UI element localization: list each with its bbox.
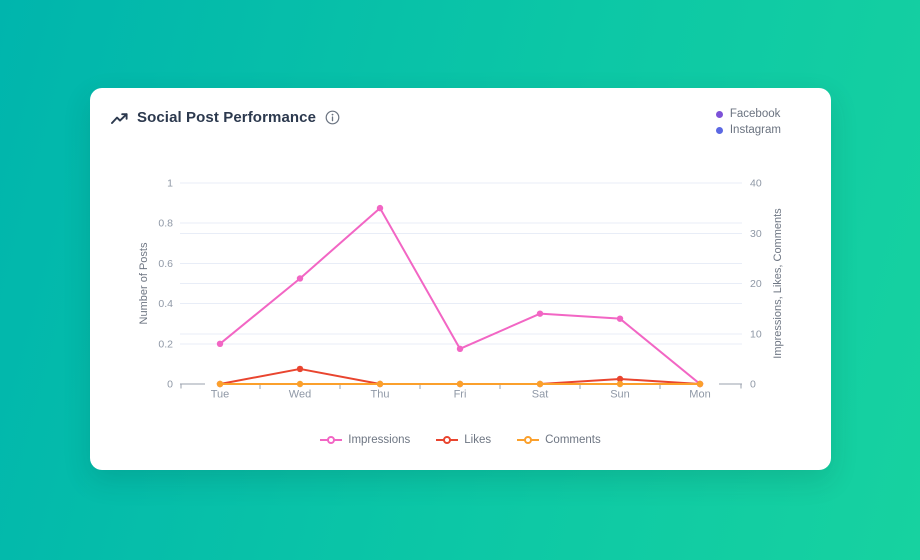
svg-text:0.8: 0.8 (158, 218, 173, 230)
legend-item-facebook[interactable]: Facebook (715, 108, 781, 120)
legend-item-likes[interactable]: Likes (436, 434, 491, 446)
svg-text:1: 1 (167, 178, 173, 190)
svg-text:0: 0 (750, 379, 756, 391)
facebook-dot-icon (715, 110, 723, 118)
svg-text:0.4: 0.4 (158, 298, 173, 310)
svg-text:40: 40 (750, 178, 762, 190)
svg-text:20: 20 (750, 278, 762, 290)
svg-text:Tue: Tue (211, 389, 230, 401)
series-legend: Impressions Likes Comments (90, 434, 831, 446)
legend-item-instagram[interactable]: Instagram (715, 124, 781, 136)
instagram-dot-icon (715, 126, 723, 134)
platform-legend: Facebook Instagram (715, 108, 781, 136)
svg-text:0.2: 0.2 (158, 338, 173, 350)
comments-line-marker-icon (517, 436, 540, 444)
svg-text:Sat: Sat (532, 389, 549, 401)
trending-up-icon (111, 112, 128, 124)
svg-text:30: 30 (750, 228, 762, 240)
legend-label: Impressions (348, 434, 411, 446)
legend-item-impressions[interactable]: Impressions (320, 434, 410, 446)
impressions-line-marker-icon (320, 436, 343, 444)
social-post-performance-card: Social Post Performance Facebook Instagr… (90, 88, 831, 470)
legend-label: Facebook (729, 108, 781, 120)
svg-text:Mon: Mon (689, 389, 710, 401)
svg-text:0: 0 (167, 379, 173, 391)
svg-text:Fri: Fri (454, 389, 467, 401)
legend-label: Instagram (729, 124, 781, 136)
svg-text:Number of Posts: Number of Posts (138, 242, 150, 324)
svg-text:0.6: 0.6 (158, 258, 173, 270)
legend-item-comments[interactable]: Comments (517, 434, 601, 446)
info-icon[interactable] (325, 110, 340, 125)
svg-text:Wed: Wed (289, 389, 311, 401)
page-title: Social Post Performance (137, 109, 317, 126)
svg-text:Sun: Sun (610, 389, 630, 401)
svg-text:Thu: Thu (371, 389, 390, 401)
likes-line-marker-icon (436, 436, 459, 444)
svg-text:Impressions, Likes, Comments: Impressions, Likes, Comments (772, 208, 784, 359)
legend-label: Likes (464, 434, 492, 446)
svg-text:10: 10 (750, 328, 762, 340)
legend-label: Comments (545, 434, 601, 446)
card-header: Social Post Performance (111, 109, 340, 126)
